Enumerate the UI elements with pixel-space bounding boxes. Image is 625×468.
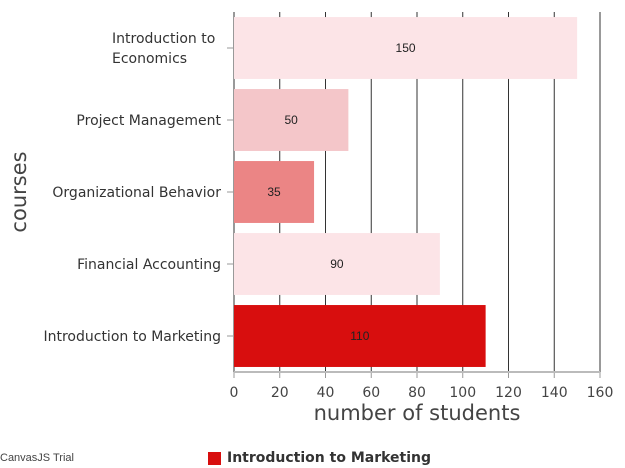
bar-data-label: 150 — [396, 41, 416, 55]
category-label: Introduction to Marketing — [43, 329, 221, 345]
x-tick-label: 0 — [230, 385, 239, 401]
bar — [234, 305, 486, 367]
category-label: Project Management — [76, 113, 221, 129]
bar-data-label: 110 — [350, 329, 369, 343]
x-tick-label: 140 — [541, 385, 568, 401]
legend-swatch — [208, 451, 221, 465]
x-tick-label: 100 — [449, 385, 476, 401]
x-tick-label: 20 — [271, 385, 289, 401]
bar — [234, 161, 315, 223]
category-label: Economics — [112, 51, 187, 67]
credit-text[interactable]: CanvasJS Trial — [0, 452, 74, 464]
bar — [234, 89, 349, 151]
category-labels: Introduction to Marketing Financial Accou… — [43, 31, 234, 345]
category-label: Introduction to — [112, 31, 215, 47]
bars: 110 90 35 50 150 — [234, 17, 578, 367]
y-axis-title: courses — [7, 151, 31, 232]
x-axis-ticks: 0 20 40 60 80 100 120 140 160 — [230, 372, 614, 401]
category-label: Financial Accounting — [77, 257, 221, 273]
bar-data-label: 90 — [330, 257, 344, 271]
x-tick-label: 80 — [408, 385, 426, 401]
x-tick-label: 60 — [362, 385, 380, 401]
bar-data-label: 35 — [267, 185, 281, 199]
bar — [234, 233, 440, 295]
bar — [234, 17, 578, 79]
x-tick-label: 160 — [587, 385, 614, 401]
legend[interactable]: Introduction to Marketing — [208, 450, 431, 466]
category-label: Organizational Behavior — [52, 185, 221, 201]
bar-data-label: 50 — [285, 113, 299, 127]
x-tick-label: 120 — [495, 385, 522, 401]
x-axis-title: number of students — [314, 401, 521, 425]
legend-label: Introduction to Marketing — [227, 450, 432, 466]
x-tick-label: 40 — [317, 385, 335, 401]
